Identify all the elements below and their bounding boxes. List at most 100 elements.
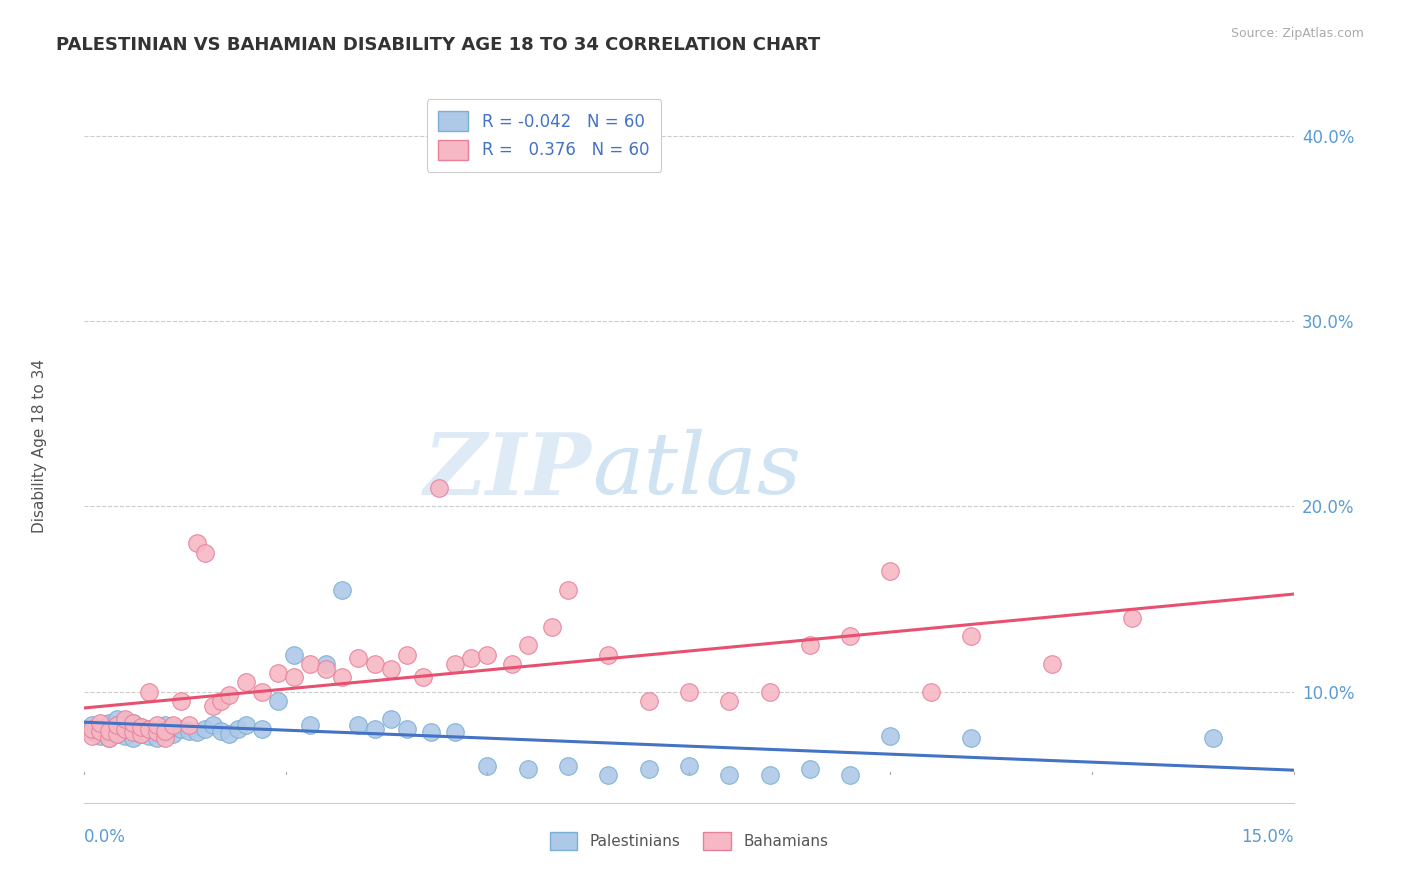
Point xyxy=(170,722,193,736)
Point xyxy=(444,725,467,739)
Point xyxy=(267,666,290,681)
Point xyxy=(97,731,120,745)
Point xyxy=(557,582,579,597)
Point xyxy=(89,729,111,743)
Point xyxy=(209,694,232,708)
Point xyxy=(598,648,620,662)
Point xyxy=(799,638,821,652)
Point xyxy=(209,723,232,738)
Point xyxy=(162,720,184,734)
Point xyxy=(516,638,538,652)
Point xyxy=(129,720,152,734)
Point xyxy=(129,720,152,734)
Point xyxy=(598,768,620,782)
Point xyxy=(146,725,169,739)
Point xyxy=(114,713,136,727)
Point xyxy=(412,670,434,684)
Point xyxy=(114,722,136,736)
Point xyxy=(758,768,780,782)
Point xyxy=(839,768,862,782)
Point xyxy=(202,699,225,714)
Point xyxy=(82,725,104,739)
Point xyxy=(129,727,152,741)
Point xyxy=(186,536,208,550)
Point xyxy=(146,723,169,738)
Point xyxy=(138,684,160,698)
Point xyxy=(347,651,370,665)
Point xyxy=(194,722,217,736)
Point xyxy=(420,725,443,739)
Point xyxy=(395,722,418,736)
Point xyxy=(114,714,136,729)
Point xyxy=(129,727,152,741)
Point xyxy=(121,716,143,731)
Point xyxy=(427,481,450,495)
Point xyxy=(315,662,337,676)
Point xyxy=(153,723,176,738)
Point xyxy=(138,729,160,743)
Point xyxy=(718,694,741,708)
Point xyxy=(138,722,160,736)
Point xyxy=(202,718,225,732)
Point xyxy=(637,694,659,708)
Point xyxy=(1121,610,1143,624)
Point xyxy=(283,648,305,662)
Point xyxy=(97,731,120,745)
Point xyxy=(97,723,120,738)
Point xyxy=(179,718,201,732)
Point xyxy=(162,727,184,741)
Point xyxy=(960,731,983,745)
Point xyxy=(501,657,523,671)
Point xyxy=(516,763,538,777)
Point xyxy=(105,720,128,734)
Point xyxy=(283,670,305,684)
Point xyxy=(879,729,901,743)
Point xyxy=(82,729,104,743)
Point xyxy=(146,718,169,732)
Point xyxy=(839,629,862,643)
Point xyxy=(138,722,160,736)
Point xyxy=(444,657,467,671)
Point xyxy=(637,763,659,777)
Point xyxy=(347,718,370,732)
Point xyxy=(267,694,290,708)
Point xyxy=(218,689,240,703)
Text: PALESTINIAN VS BAHAMIAN DISABILITY AGE 18 TO 34 CORRELATION CHART: PALESTINIAN VS BAHAMIAN DISABILITY AGE 1… xyxy=(56,36,821,54)
Point xyxy=(678,684,700,698)
Point xyxy=(170,694,193,708)
Text: 0.0%: 0.0% xyxy=(84,828,127,846)
Point xyxy=(105,713,128,727)
Point xyxy=(89,716,111,731)
Point xyxy=(153,725,176,739)
Point xyxy=(315,657,337,671)
Point xyxy=(380,713,402,727)
Point xyxy=(477,648,499,662)
Point xyxy=(250,684,273,698)
Point xyxy=(799,763,821,777)
Point xyxy=(162,718,184,732)
Point xyxy=(1202,731,1225,745)
Point xyxy=(920,684,942,698)
Point xyxy=(363,722,385,736)
Point xyxy=(89,723,111,738)
Text: 15.0%: 15.0% xyxy=(1241,828,1294,846)
Point xyxy=(82,718,104,732)
Point xyxy=(250,722,273,736)
Point xyxy=(218,727,240,741)
Point xyxy=(460,651,482,665)
Point xyxy=(105,727,128,741)
Point xyxy=(299,657,322,671)
Point xyxy=(235,718,257,732)
Point xyxy=(1040,657,1063,671)
Point xyxy=(121,723,143,738)
Point xyxy=(97,723,120,738)
Text: ZIP: ZIP xyxy=(425,429,592,512)
Text: atlas: atlas xyxy=(592,429,801,512)
Point xyxy=(153,718,176,732)
Point xyxy=(194,546,217,560)
Point xyxy=(380,662,402,676)
Point xyxy=(146,731,169,745)
Point xyxy=(179,723,201,738)
Text: Disability Age 18 to 34: Disability Age 18 to 34 xyxy=(32,359,46,533)
Point xyxy=(114,722,136,736)
